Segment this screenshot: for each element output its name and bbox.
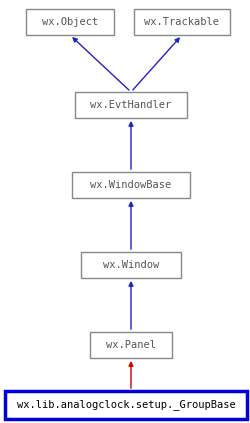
FancyBboxPatch shape xyxy=(81,252,180,278)
FancyBboxPatch shape xyxy=(5,391,246,419)
Text: wx.Panel: wx.Panel xyxy=(106,340,156,350)
FancyBboxPatch shape xyxy=(26,9,114,35)
Text: wx.Trackable: wx.Trackable xyxy=(144,17,219,27)
FancyBboxPatch shape xyxy=(75,92,186,118)
FancyBboxPatch shape xyxy=(72,172,189,198)
FancyBboxPatch shape xyxy=(134,9,229,35)
Text: wx.EvtHandler: wx.EvtHandler xyxy=(90,100,171,110)
Text: wx.Object: wx.Object xyxy=(42,17,98,27)
FancyBboxPatch shape xyxy=(90,332,171,358)
Text: wx.WindowBase: wx.WindowBase xyxy=(90,180,171,190)
Text: wx.lib.analogclock.setup._GroupBase: wx.lib.analogclock.setup._GroupBase xyxy=(16,400,234,410)
Text: wx.Window: wx.Window xyxy=(102,260,158,270)
